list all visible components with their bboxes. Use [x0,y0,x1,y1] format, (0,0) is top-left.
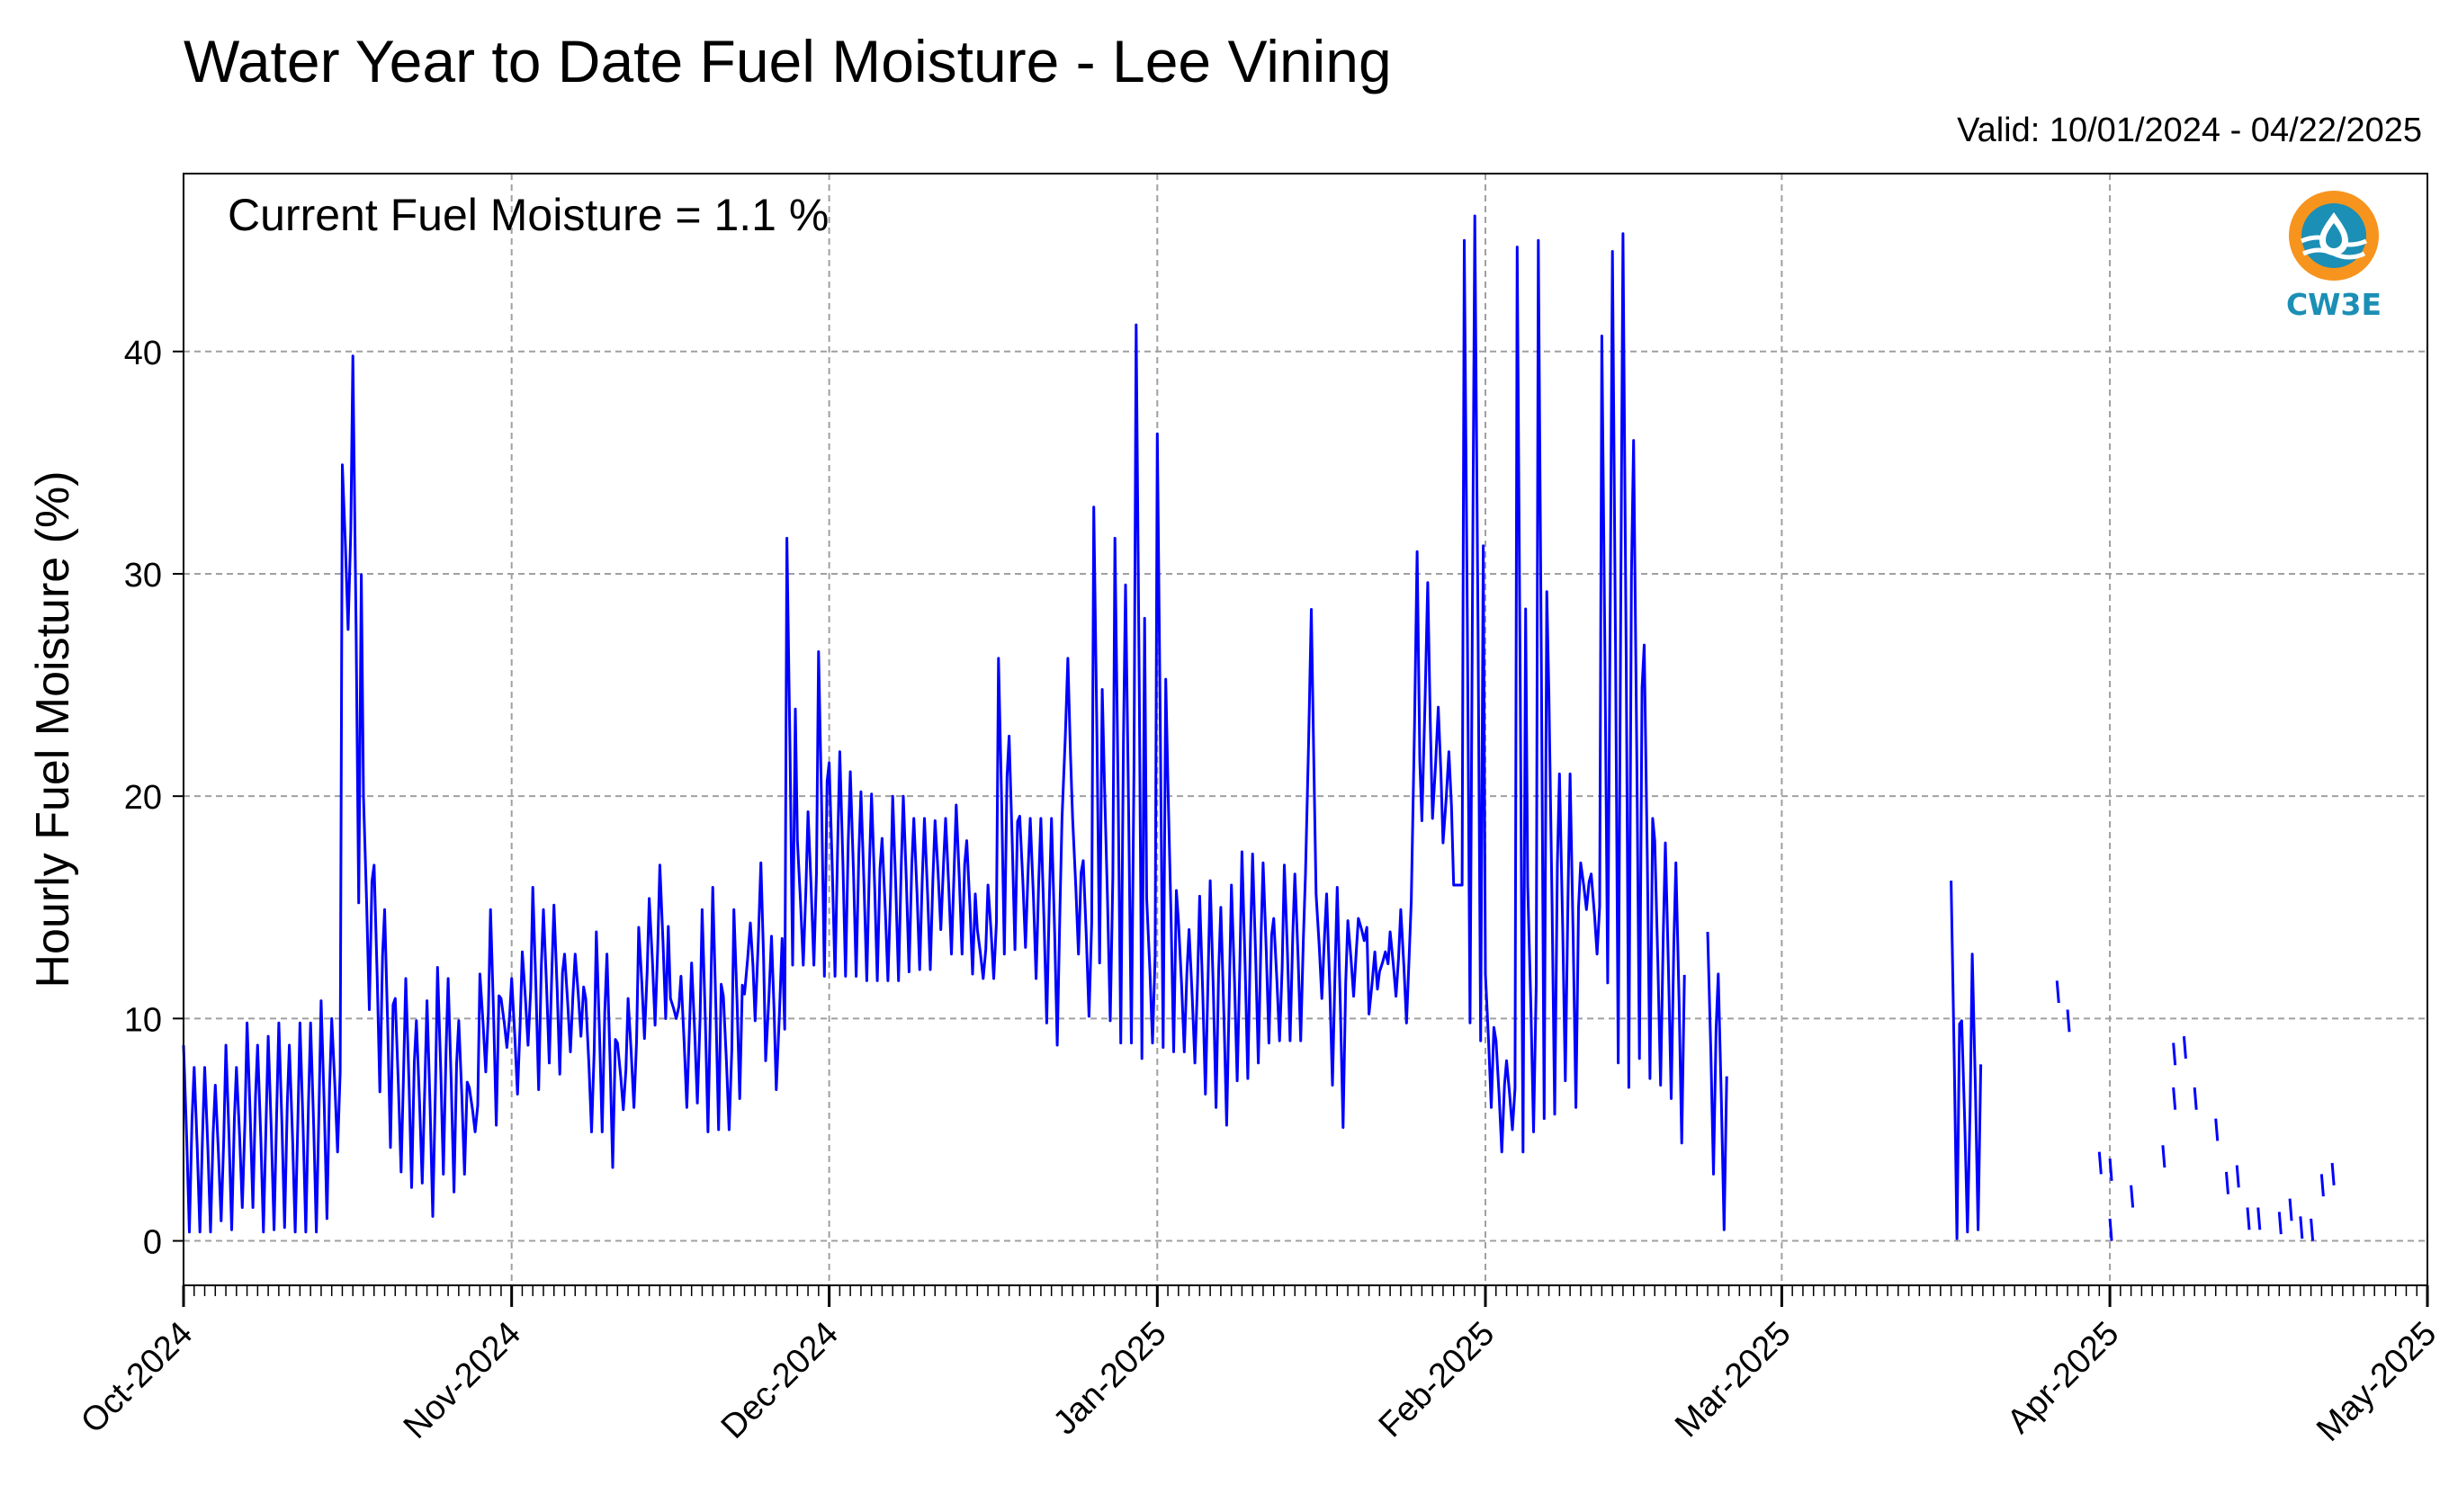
cw3e-logo: CW3E [2286,191,2382,322]
sparse-data-mark [2277,1212,2283,1235]
x-tick-label: Feb-2025 [1372,1315,1503,1445]
y-tick-label: 20 [124,779,162,817]
y-tick-label: 40 [124,335,162,372]
sparse-data-mark [2097,1151,2103,1175]
sparse-data-mark [2193,1087,2198,1110]
x-tick-label: Mar-2025 [1668,1315,1799,1445]
water-drop-inner-icon [2326,223,2342,248]
sparse-data-mark [2288,1198,2293,1221]
x-tick-label: May-2025 [2310,1315,2444,1449]
sparse-data-mark [2330,1162,2336,1185]
sparse-data-mark [2182,1036,2187,1059]
valid-date-range: Valid: 10/01/2024 - 04/22/2025 [1957,112,2422,149]
sparse-data-mark [2214,1118,2220,1141]
y-tick-label: 30 [124,557,162,595]
plot-frame [183,173,2428,1286]
sparse-data-mark [2066,1009,2071,1033]
x-tick-label: Nov-2024 [397,1315,528,1446]
current-fuel-moisture-annotation: Current Fuel Moisture = 1.1 % [228,190,829,240]
sparse-data-mark [2319,1174,2325,1197]
sparse-data-mark [2055,980,2060,1004]
fuel-moisture-line [182,214,1983,1240]
sparse-data-mark [2235,1165,2240,1188]
sparse-data-mark [2172,1087,2177,1110]
grid-lines [184,174,2427,1285]
logo-text: CW3E [2286,287,2382,322]
sparse-data-mark [2256,1207,2262,1230]
sparse-data-mark [2161,1145,2166,1168]
sparse-data-mark [2246,1207,2251,1230]
x-tick-label: Oct-2024 [74,1315,200,1441]
chart-title: Water Year to Date Fuel Moisture - Lee V… [184,28,1392,94]
sparse-data-mark [2130,1185,2135,1208]
y-tick-label: 0 [143,1224,162,1262]
sparse-data-mark [2224,1171,2229,1194]
sparse-data-mark [2172,1042,2177,1066]
sparse-data-mark [2299,1216,2304,1239]
y-tick-label: 10 [124,1001,162,1039]
y-axis-label: Hourly Fuel Moisture (%) [27,470,79,988]
x-tick-label: Dec-2024 [714,1315,846,1446]
sparse-data-mark [2108,1158,2113,1181]
sparse-data-mark [2108,1218,2113,1241]
sparse-data-mark [2310,1218,2315,1241]
x-tick-label: Jan-2025 [1046,1315,1174,1443]
x-tick-label: Apr-2025 [2000,1315,2126,1441]
series-layer [182,214,2336,1241]
axes: 0 10 20 30 40 Oct-2024 Nov-2024 Dec-2024 Jan-202… [74,335,2444,1449]
